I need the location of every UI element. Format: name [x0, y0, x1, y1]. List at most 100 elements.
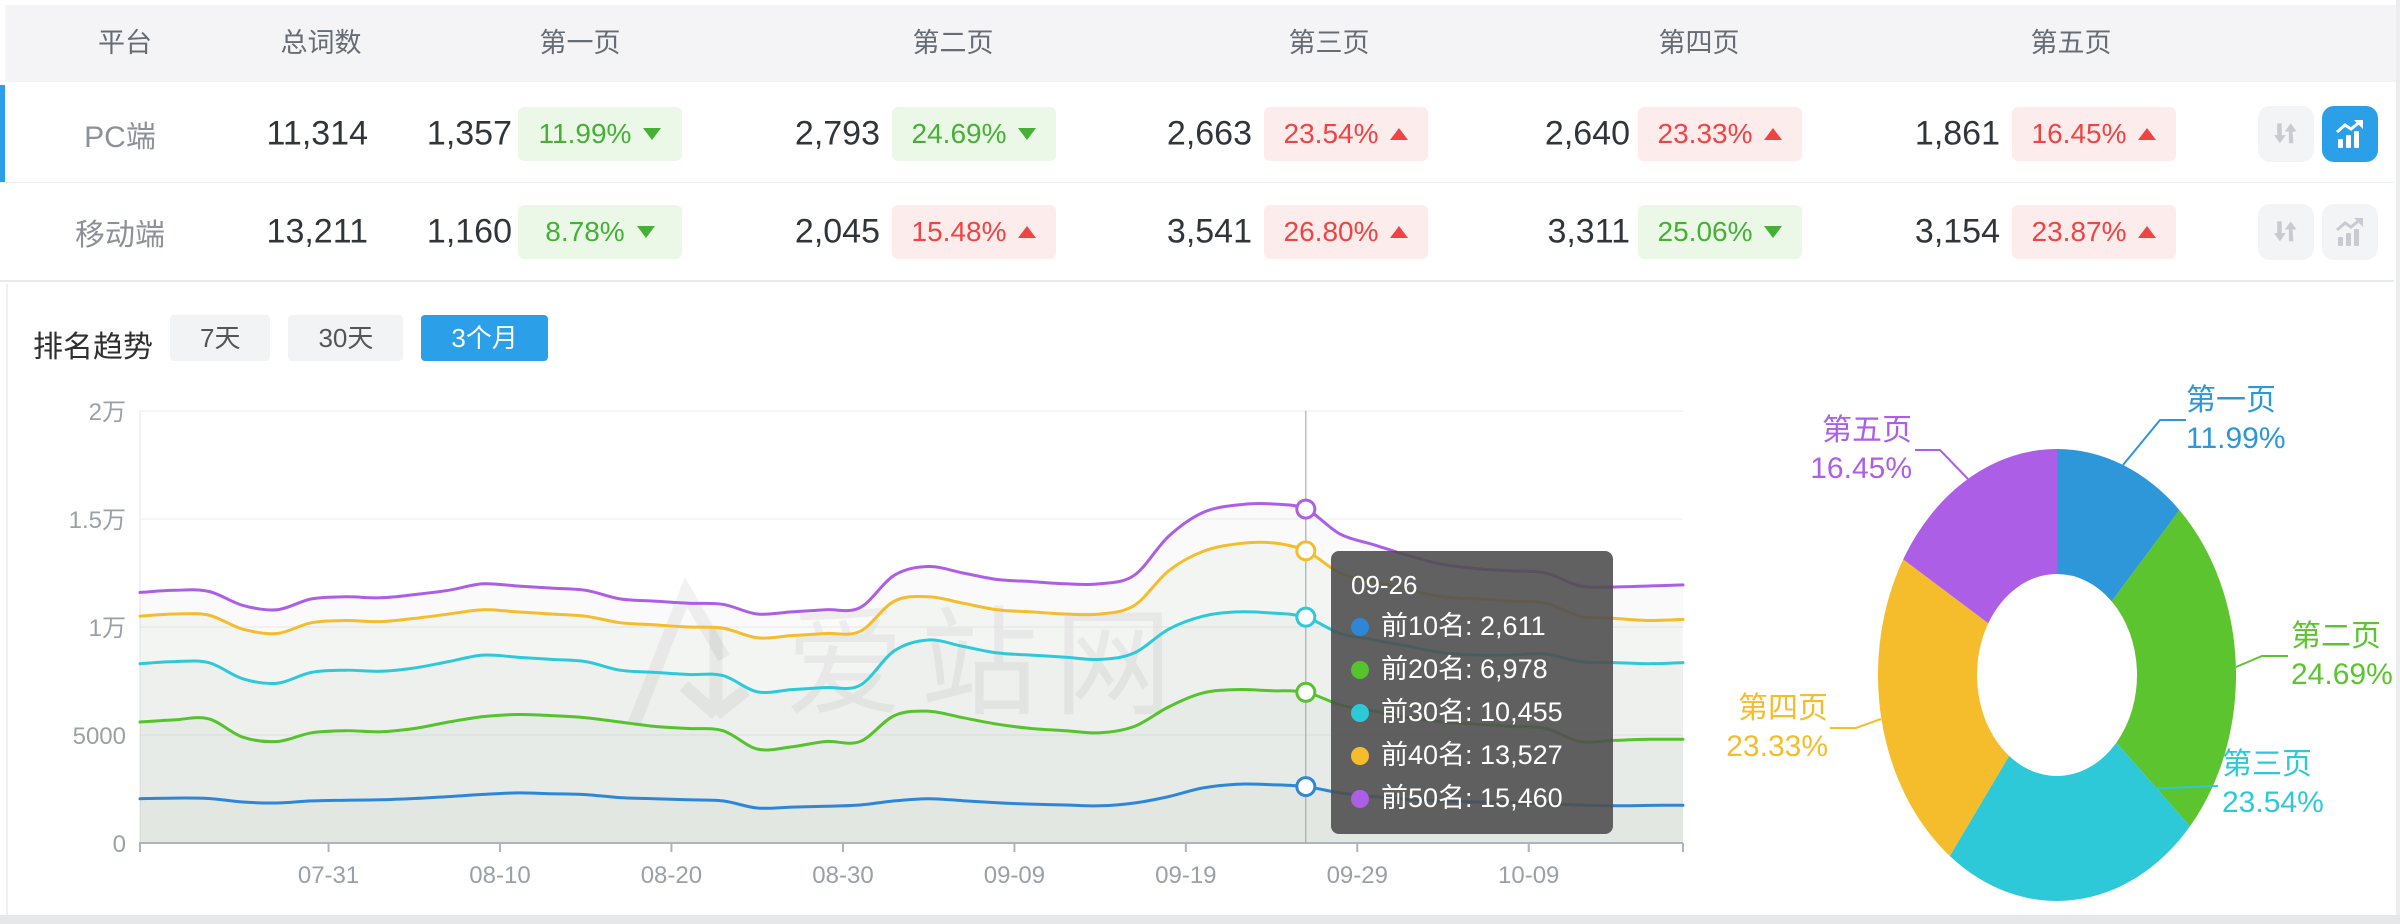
- badge-pct: 23.54%: [1283, 117, 1379, 149]
- up-down-arrows-icon: [2274, 220, 2297, 241]
- badge-pct: 25.06%: [1657, 215, 1753, 247]
- page4-count: 3,311: [1547, 212, 1630, 250]
- donut-label-page1: 第一页 11.99%: [2186, 384, 2286, 455]
- sort-updown-button[interactable]: [2258, 105, 2314, 162]
- trend-arrow-icon: [1390, 225, 1409, 238]
- badge-pct: 11.99%: [538, 117, 632, 149]
- page3-change-badge: 23.54%: [1264, 106, 1428, 161]
- page3-change-badge: 26.80%: [1264, 204, 1428, 259]
- sort-updown-button[interactable]: [2258, 203, 2314, 260]
- tab-30-days[interactable]: 30天: [288, 315, 404, 361]
- chart-tooltip: 09-26 前10名: 2,611 前20名: 6,978 前30名: 10,4…: [1331, 551, 1613, 834]
- page2-change-badge: 24.69%: [892, 106, 1056, 161]
- table-row-mobile[interactable]: 移动端 13,211 1,160 8.78% 2,045 15.48% 3,54…: [0, 183, 2394, 282]
- show-trend-chart-button[interactable]: [2322, 105, 2378, 162]
- trend-section-title: 排名趋势: [33, 331, 153, 364]
- svg-text:2万: 2万: [89, 399, 126, 426]
- trend-arrow-icon: [636, 225, 655, 238]
- up-down-arrows-icon: [2274, 122, 2297, 143]
- svg-text:09-19: 09-19: [1155, 862, 1216, 889]
- page1-count: 1,160: [426, 212, 512, 250]
- trend-arrow-icon: [1018, 225, 1037, 238]
- page-right-edge: [2396, 0, 2400, 915]
- table-header: 平台 总词数 第一页 第二页 第三页 第四页 第五页: [5, 5, 2396, 82]
- platform-label: 移动端: [75, 218, 165, 252]
- trend-chart-icon: [2336, 217, 2363, 246]
- page5-change-badge: 23.87%: [2012, 204, 2176, 259]
- svg-text:5000: 5000: [73, 723, 126, 750]
- trend-arrow-icon: [1764, 225, 1783, 238]
- page3-count: 2,663: [1166, 114, 1252, 152]
- badge-pct: 23.33%: [1657, 117, 1753, 149]
- total-words-value: 13,211: [266, 212, 368, 250]
- page4-change-badge: 23.33%: [1638, 106, 1802, 161]
- card-border: [6, 284, 8, 915]
- page-bottom-edge: [0, 915, 2400, 924]
- tooltip-value: 前30名: 10,455: [1381, 697, 1563, 727]
- donut-label-page4: 第四页 23.33%: [1726, 692, 1828, 763]
- trend-chart-icon: [2336, 119, 2363, 148]
- table-row-pc[interactable]: PC端 11,314 1,357 11.99% 2,793 24.69% 2,6…: [0, 85, 2394, 183]
- col-page1: 第一页: [539, 28, 621, 58]
- donut-label-page3: 第三页 23.54%: [2222, 748, 2324, 819]
- selected-row-indicator: [0, 85, 5, 182]
- col-platform: 平台: [98, 28, 152, 58]
- page1-change-badge: 8.78%: [518, 204, 682, 259]
- page4-change-badge: 25.06%: [1638, 204, 1802, 259]
- badge-pct: 26.80%: [1283, 215, 1379, 247]
- svg-text:07-31: 07-31: [298, 862, 359, 889]
- donut-label-page2: 第二页 24.69%: [2291, 620, 2393, 691]
- col-total-words: 总词数: [280, 28, 362, 58]
- tooltip-row: 前40名: 13,527: [1351, 734, 1593, 777]
- tab-7-days[interactable]: 7天: [170, 315, 271, 361]
- trend-arrow-icon: [1018, 127, 1037, 140]
- page4-count: 2,640: [1544, 114, 1630, 152]
- page5-change-badge: 16.45%: [2012, 106, 2176, 161]
- tab-3-months[interactable]: 3个月: [421, 315, 548, 361]
- tooltip-value: 前20名: 6,978: [1381, 654, 1548, 684]
- svg-text:09-09: 09-09: [984, 862, 1045, 889]
- col-page4: 第四页: [1658, 28, 1740, 58]
- tooltip-value: 前50名: 15,460: [1381, 783, 1563, 813]
- platform-label: PC端: [84, 120, 156, 154]
- trend-arrow-icon: [2138, 225, 2157, 238]
- badge-pct: 15.48%: [911, 215, 1007, 247]
- page2-count: 2,045: [794, 212, 880, 250]
- col-page5: 第五页: [2030, 28, 2112, 58]
- series-dot-icon: [1351, 789, 1369, 808]
- svg-text:1.5万: 1.5万: [69, 507, 126, 534]
- tooltip-row: 前20名: 6,978: [1351, 648, 1593, 691]
- tooltip-row: 前50名: 15,460: [1351, 777, 1593, 820]
- series-dot-icon: [1351, 660, 1369, 679]
- badge-pct: 24.69%: [911, 117, 1007, 149]
- page1-change-badge: 11.99%: [518, 106, 682, 161]
- series-dot-icon: [1351, 746, 1369, 765]
- col-page2: 第二页: [912, 28, 994, 58]
- tooltip-value: 前40名: 13,527: [1381, 740, 1563, 770]
- trend-range-tabs: 7天 30天 3个月: [170, 315, 548, 361]
- rank-trend-line-chart[interactable]: 0 5000 1万 1.5万 2万 07-31 08-10 08-20 08-30 09-09 09…: [0, 370, 1700, 924]
- svg-text:09-29: 09-29: [1327, 862, 1388, 889]
- svg-text:08-30: 08-30: [812, 862, 873, 889]
- badge-pct: 23.87%: [2031, 215, 2127, 247]
- col-page3: 第三页: [1288, 28, 1370, 58]
- page3-count: 3,541: [1166, 212, 1252, 250]
- series-dot-icon: [1351, 703, 1369, 722]
- page5-count: 1,861: [1914, 114, 2000, 152]
- page-distribution-donut-chart[interactable]: [1700, 370, 2400, 924]
- trend-arrow-icon: [2138, 127, 2157, 140]
- donut-label-page5: 第五页 16.45%: [1810, 414, 1912, 485]
- page2-count: 2,793: [794, 114, 880, 152]
- svg-text:08-10: 08-10: [469, 862, 530, 889]
- series-dot-icon: [1351, 617, 1369, 636]
- tooltip-date: 09-26: [1351, 570, 1418, 600]
- show-trend-chart-button[interactable]: [2322, 203, 2378, 260]
- svg-text:10-09: 10-09: [1498, 862, 1559, 889]
- svg-text:08-20: 08-20: [641, 862, 702, 889]
- total-words-value: 11,314: [266, 114, 368, 152]
- tooltip-row: 前10名: 2,611: [1351, 605, 1593, 648]
- svg-text:1万: 1万: [89, 615, 126, 642]
- page1-count: 1,357: [426, 114, 512, 152]
- trend-arrow-icon: [1764, 127, 1783, 140]
